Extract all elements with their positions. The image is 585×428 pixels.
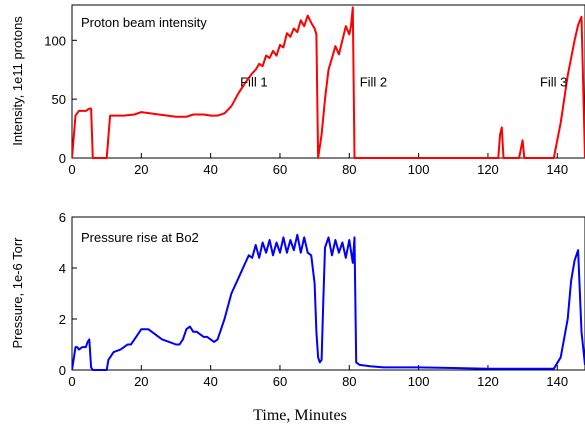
x-tick-label: 80 [342, 162, 356, 177]
y-tick-label: 6 [59, 210, 66, 225]
x-tick-label: 100 [408, 374, 430, 389]
y-tick-label: 0 [59, 363, 66, 378]
chart-title: Proton beam intensity [81, 15, 207, 30]
y-axis-label: Intensity, 1e11 protons [10, 16, 25, 146]
x-tick-label: 60 [273, 374, 287, 389]
panel-proton-beam: Proton beam intensity Intensity, 1e11 pr… [10, 4, 585, 177]
x-tick-label: 60 [273, 162, 287, 177]
y-tick-label: 2 [59, 312, 66, 327]
y-tick-label: 50 [52, 92, 66, 107]
plot-frame [71, 4, 585, 159]
x-tick-label: 100 [408, 162, 430, 177]
y-tick-label: 4 [59, 261, 66, 276]
axis-ticks: 0 20 40 60 80 100 120 140 0 50 100 [44, 33, 568, 177]
x-tick-label: 40 [203, 162, 217, 177]
x-tick-label: 20 [134, 374, 148, 389]
x-tick-label: 0 [68, 374, 75, 389]
annotation-label: Fill 3 [540, 75, 567, 90]
x-tick-label: 40 [203, 374, 217, 389]
x-tick-label: 140 [546, 162, 568, 177]
x-tick-label: 120 [477, 374, 499, 389]
y-axis-label: Pressure, 1e-6 Torr [10, 237, 25, 349]
x-tick-label: 80 [342, 374, 356, 389]
axis-ticks: 0 20 40 60 80 100 120 140 0 2 4 6 [59, 210, 568, 389]
annotation-label: Fill 1 [240, 75, 267, 90]
series-line-0 [72, 233, 585, 371]
annotation-layer: Fill 1 Fill 2 Fill 3 [240, 75, 567, 90]
panel-pressure: Pressure rise at Bo2 Pressure, 1e-6 Torr… [10, 210, 585, 389]
x-tick-label: 20 [134, 162, 148, 177]
x-tick-label: 140 [546, 374, 568, 389]
y-tick-label: 0 [59, 151, 66, 166]
series-line-0 [72, 6, 585, 159]
x-axis-label: Time, Minutes [253, 407, 347, 424]
series-layer [72, 6, 585, 159]
y-tick-label: 100 [44, 33, 66, 48]
series-layer [72, 233, 585, 371]
x-tick-label: 0 [68, 162, 75, 177]
x-tick-label: 120 [477, 162, 499, 177]
chart-title: Pressure rise at Bo2 [81, 230, 199, 245]
annotation-label: Fill 2 [360, 75, 387, 90]
